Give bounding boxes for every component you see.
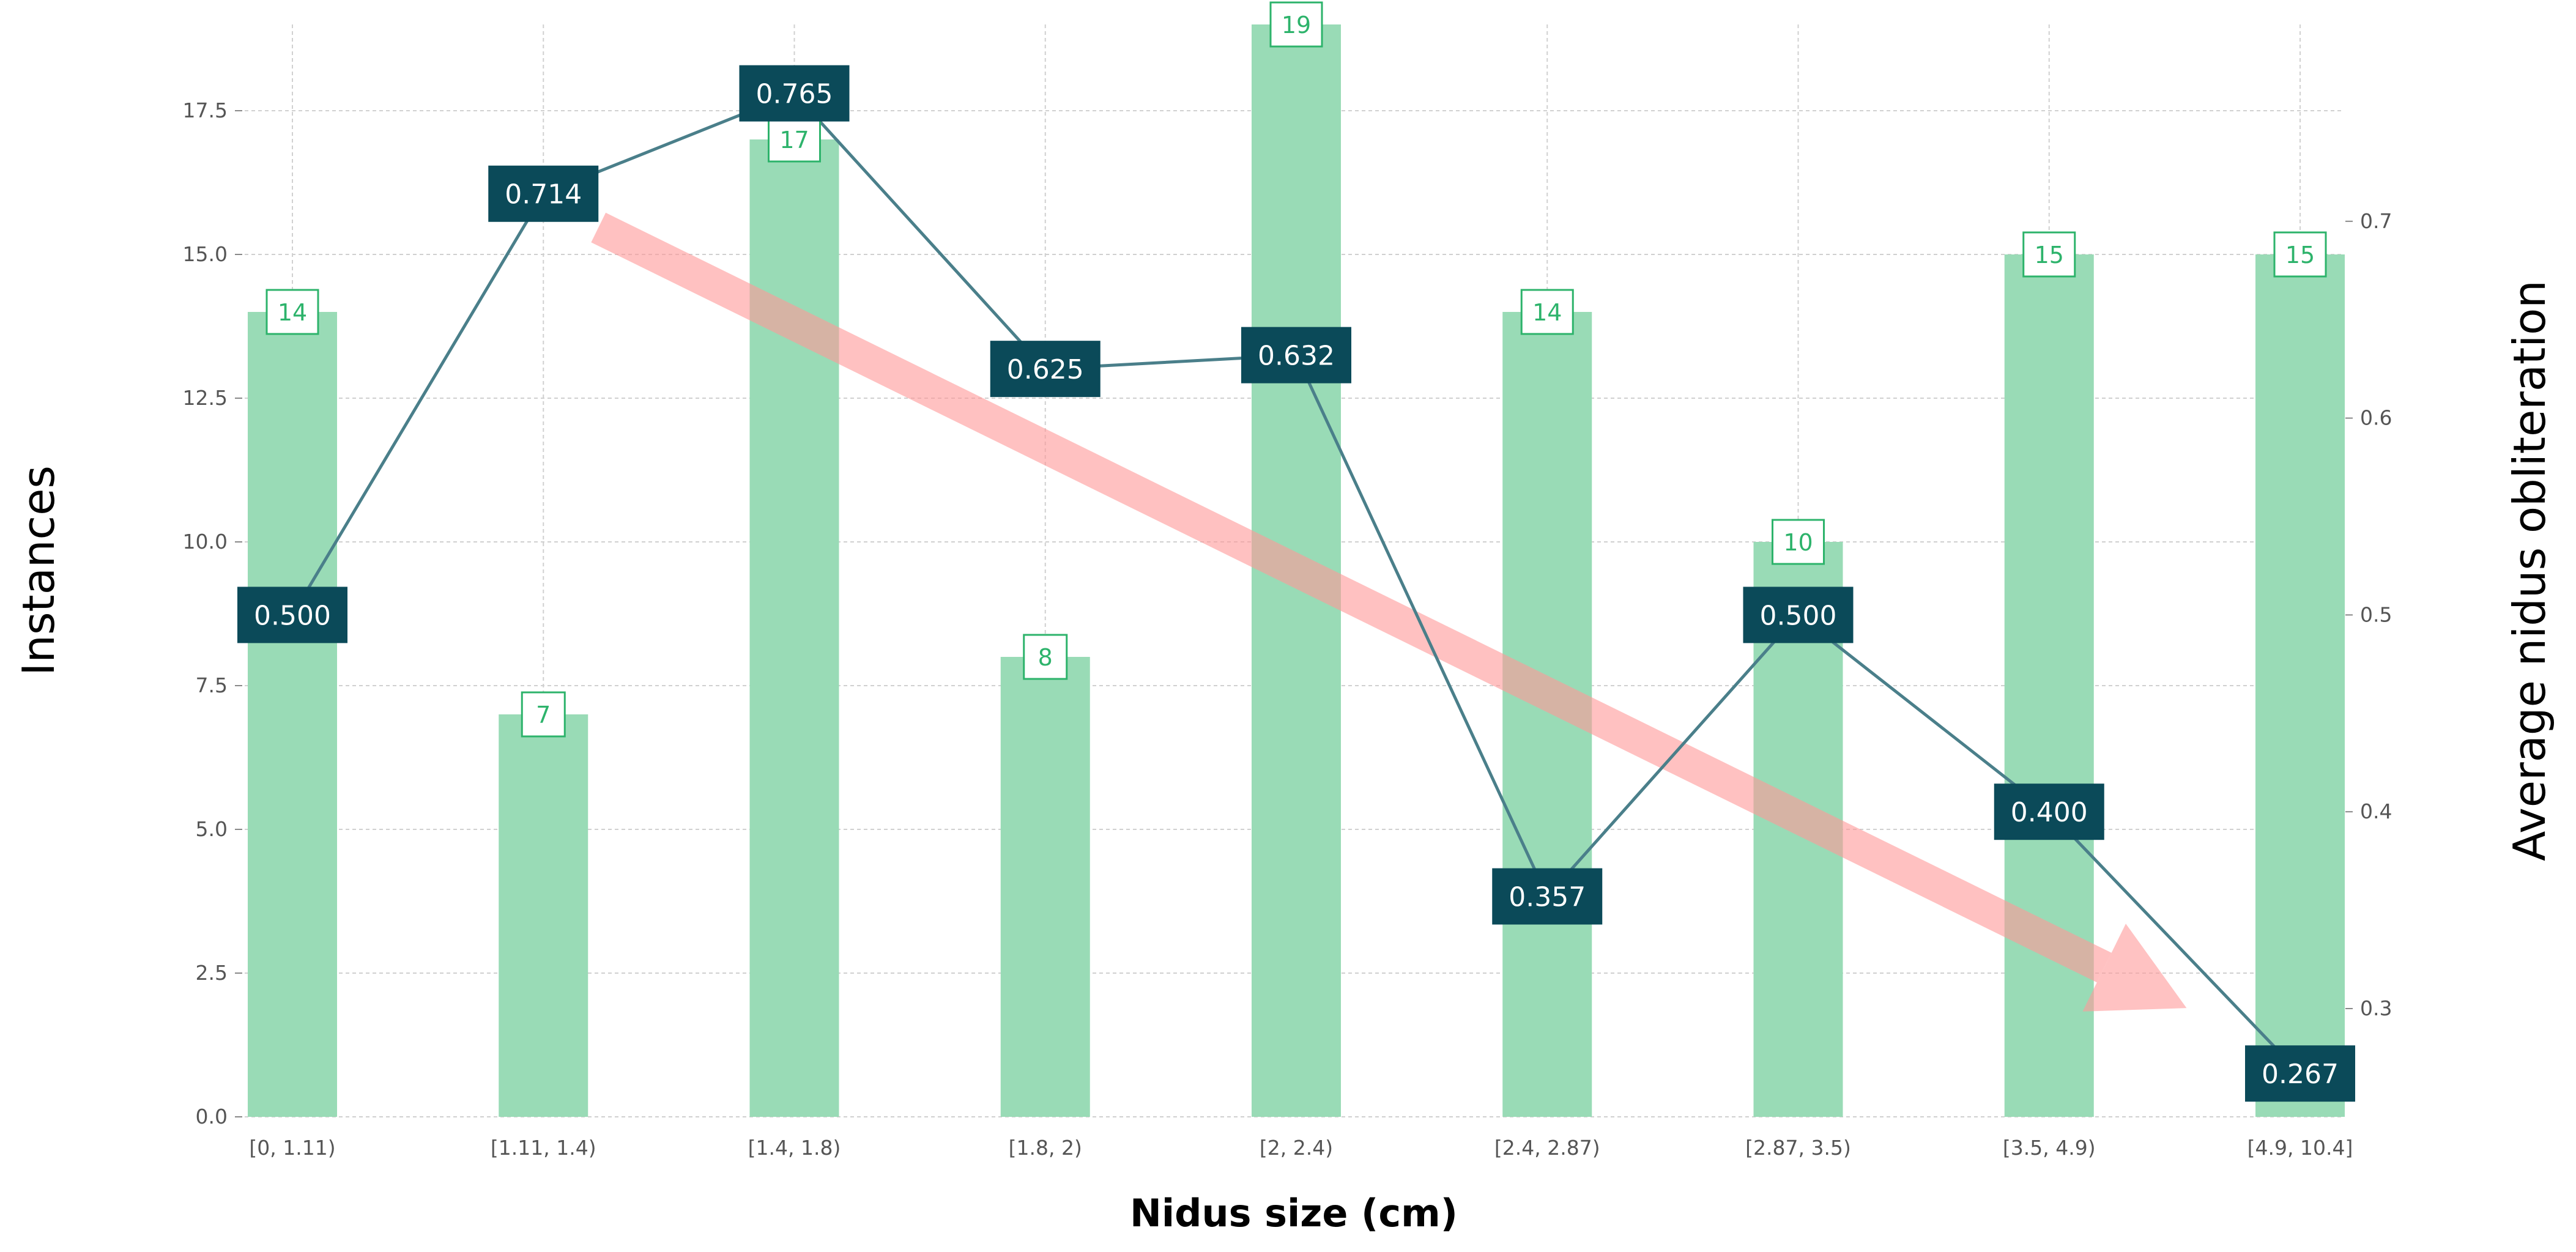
y-tick-label: 2.5	[196, 961, 228, 985]
y-tick-label: 17.5	[183, 98, 228, 122]
bar	[749, 139, 839, 1117]
x-axis-title: Nidus size (cm)	[1130, 1191, 1458, 1235]
bar-value-box	[1520, 289, 1574, 335]
line-value-box	[1241, 327, 1351, 383]
bar	[2255, 254, 2345, 1117]
data-labels: 14 7 17 8 19 14 10 15 15 0.500 0.714 0.765 0.625 0.63…	[237, 1, 2355, 1102]
line-value-label: 0.625	[1007, 354, 1084, 385]
trend-arrow-layer	[591, 212, 2187, 1012]
line-value-box	[1492, 868, 1603, 925]
x-tick-label: [3.5, 4.9)	[2003, 1136, 2096, 1160]
line-value-box	[488, 165, 599, 222]
bar-value-label: 8	[1038, 644, 1053, 671]
bar-value-box	[2273, 231, 2327, 278]
line-value-box	[1743, 587, 1854, 643]
y-tick-label: 5.0	[196, 817, 228, 841]
y2-tick-label: 0.4	[2360, 799, 2392, 823]
trend-arrow-shaft	[591, 212, 2112, 983]
y-tick-label: 0.0	[196, 1105, 228, 1128]
x-tick-label: [2.87, 3.5)	[1745, 1136, 1851, 1160]
line-value-box	[990, 341, 1101, 398]
x-tick-label: [2, 2.4)	[1260, 1136, 1333, 1160]
bar-series	[248, 24, 2345, 1117]
bar-value-label: 17	[779, 127, 809, 154]
bar-value-label: 7	[536, 702, 551, 728]
bar	[2004, 254, 2094, 1117]
x-tick-label: [1.11, 1.4)	[491, 1136, 596, 1160]
x-tick-label: [1.8, 2)	[1009, 1136, 1082, 1160]
line-value-label: 0.500	[254, 600, 331, 631]
bar-value-box	[1023, 634, 1068, 680]
bar	[1000, 657, 1090, 1117]
line-value-box	[1994, 783, 2104, 840]
bar-value-label: 15	[2035, 242, 2064, 269]
bar-value-box	[2022, 231, 2076, 278]
x-tick-label: [1.4, 1.8)	[748, 1136, 841, 1160]
line-value-label: 0.714	[505, 179, 582, 210]
line-value-label: 0.267	[2262, 1059, 2339, 1090]
y2-axis-title: Average nidus obliteration	[2504, 280, 2555, 861]
trend-arrow-head	[2082, 924, 2187, 1012]
line-value-box	[739, 65, 850, 122]
line-value-label: 0.765	[756, 79, 833, 110]
x-tick-label: [2.4, 2.87)	[1494, 1136, 1600, 1160]
y2-tick-label: 0.3	[2360, 996, 2392, 1020]
line-value-label: 0.357	[1509, 882, 1586, 913]
bar-value-label: 14	[278, 299, 307, 326]
line-value-box	[2245, 1045, 2355, 1102]
y2-tick-label: 0.6	[2360, 406, 2392, 430]
bar-value-box	[1269, 1, 1323, 48]
bar-value-box	[265, 289, 319, 335]
line-value-label: 0.632	[1258, 341, 1335, 372]
y2-tick-label: 0.7	[2360, 209, 2392, 233]
line-value-label: 0.400	[2011, 797, 2088, 828]
bar-value-label: 14	[1532, 299, 1562, 326]
line-value-label: 0.500	[1760, 600, 1837, 631]
y-tick-label: 15.0	[183, 242, 228, 266]
bar	[499, 714, 588, 1117]
bar-value-label: 19	[1282, 12, 1311, 39]
bar-value-label: 10	[1783, 529, 1813, 556]
bar-value-label: 15	[2285, 242, 2315, 269]
y2-tick-label: 0.5	[2360, 602, 2392, 626]
bar	[248, 312, 337, 1117]
y-tick-label: 10.0	[183, 530, 228, 554]
y-tick-label: 7.5	[196, 673, 228, 697]
x-tick-label: [4.9, 10.4]	[2248, 1136, 2353, 1160]
y-axis-title: Instances	[13, 465, 64, 676]
bar-value-box	[521, 691, 566, 738]
axes: 0.0 2.5 5.0 7.5 10.0 12.5 15.0 17.5 0.3 0.4 0.5 0.6…	[183, 98, 2392, 1160]
bar-value-box	[1772, 519, 1825, 565]
line-value-box	[237, 587, 347, 643]
y-tick-label: 12.5	[183, 386, 228, 410]
x-tick-label: [0, 1.11)	[249, 1136, 335, 1160]
